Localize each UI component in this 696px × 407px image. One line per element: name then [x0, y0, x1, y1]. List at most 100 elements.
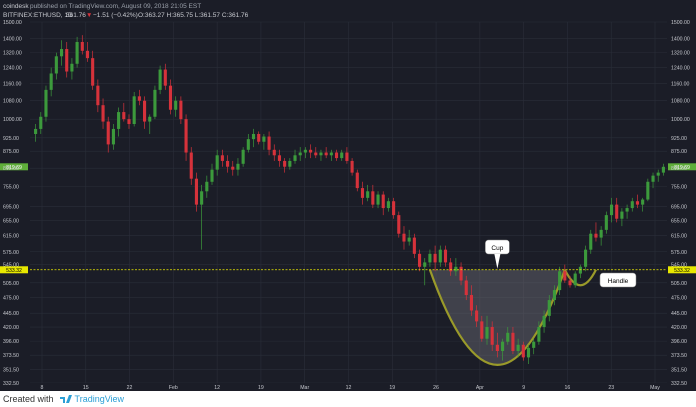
candle-body [210, 169, 214, 182]
candle-body [423, 262, 427, 267]
candle [360, 181, 365, 205]
last-price-label-left: 819.69 [6, 165, 22, 171]
candle [153, 85, 157, 120]
candle [168, 79, 173, 115]
candle-body [122, 112, 126, 120]
candle-body [397, 215, 401, 234]
candle-body [200, 191, 204, 205]
candle-body [137, 96, 141, 101]
candle [558, 266, 562, 296]
candle [625, 204, 629, 219]
y-tick-label-left: 655.00 [3, 219, 19, 225]
candle [174, 96, 178, 117]
y-tick-label-left: 695.00 [3, 204, 19, 210]
y-tick-label-left: 505.00 [3, 281, 19, 287]
y-tick-label-right: 1160.00 [671, 82, 689, 88]
y-tick-label-left: 475.00 [3, 296, 19, 302]
candle-body [329, 152, 333, 156]
candle [412, 233, 416, 259]
y-tick-label-left: 755.00 [3, 184, 19, 190]
candle [433, 245, 437, 272]
candle [615, 197, 619, 223]
candle-body [75, 41, 79, 64]
candle-body [340, 152, 344, 159]
last-price-tag-right [668, 163, 696, 171]
candle [485, 315, 489, 345]
candle-body [475, 310, 479, 322]
candle-body [635, 201, 640, 205]
candle [44, 85, 48, 122]
candle-body [646, 181, 650, 200]
candle-body [511, 332, 515, 352]
y-tick-label-right: 1080.00 [671, 99, 690, 105]
y-tick-label-right: 545.00 [671, 263, 687, 269]
candle-body [174, 100, 178, 110]
candle-body [189, 152, 193, 179]
candle-body [469, 295, 473, 311]
author-name[interactable]: coindesk [3, 3, 29, 10]
y-tick-label-left: 1240.00 [3, 66, 22, 72]
candle-body [589, 233, 593, 250]
candle-body [54, 56, 58, 74]
candle [521, 341, 525, 361]
candle [381, 191, 385, 216]
candle [262, 133, 266, 150]
candle [65, 41, 69, 78]
candle-body [153, 89, 157, 117]
candle [257, 131, 261, 145]
x-tick-label: Mar [300, 385, 309, 391]
y-tick-label-right: 1400.00 [671, 37, 690, 43]
candle [267, 131, 271, 156]
candle [594, 222, 598, 242]
candle-body [101, 105, 105, 122]
candle [599, 226, 603, 246]
x-tick-label: 19 [389, 385, 395, 391]
candle-body [96, 85, 100, 106]
candle-body [111, 128, 115, 145]
candle-body [630, 201, 634, 209]
footer: Created with TradingView [0, 391, 696, 407]
candle [340, 149, 344, 161]
y-tick-label-right: 655.00 [671, 219, 687, 225]
candle-body [132, 96, 136, 124]
candle-body [412, 237, 416, 254]
x-tick-label: 16 [565, 385, 571, 391]
annotations: Cup Handle [485, 239, 637, 288]
resistance-label-right: 533.32 [674, 268, 690, 274]
last-price: 361.76 [66, 12, 86, 19]
y-tick-label-left: 445.00 [3, 311, 19, 317]
candle [542, 310, 546, 333]
candle-body [355, 172, 359, 189]
candle [475, 305, 479, 328]
x-axis-band [30, 383, 667, 391]
candle-body [272, 149, 276, 156]
y-tick-label-right: 755.00 [671, 184, 687, 190]
candle [251, 128, 256, 148]
candle [371, 184, 375, 209]
candle [355, 169, 359, 192]
cup-pattern [428, 269, 597, 366]
tradingview-logo[interactable]: TradingView [59, 394, 124, 404]
candle [106, 116, 110, 153]
candles [34, 35, 665, 364]
cup-callout: Cup [485, 239, 510, 269]
candle [417, 249, 422, 272]
y-axis-left: 1500.00 1400.00 1320.00 1240.00 1160.00 1080.… [3, 20, 22, 387]
candle [407, 229, 411, 246]
candle-body [194, 178, 198, 205]
candle [661, 163, 665, 176]
candle-body [594, 233, 598, 238]
candle [127, 114, 131, 129]
candle [438, 245, 442, 267]
candle [573, 271, 577, 288]
candle-body [85, 50, 90, 59]
y-tick-label-left: 1160.00 [3, 82, 21, 88]
candle [96, 79, 100, 113]
y-tick-label-right: 925.00 [671, 136, 687, 142]
candle-body [563, 271, 567, 281]
candle [495, 332, 499, 358]
candle [148, 114, 152, 134]
candle [288, 158, 292, 170]
candle [283, 158, 287, 173]
